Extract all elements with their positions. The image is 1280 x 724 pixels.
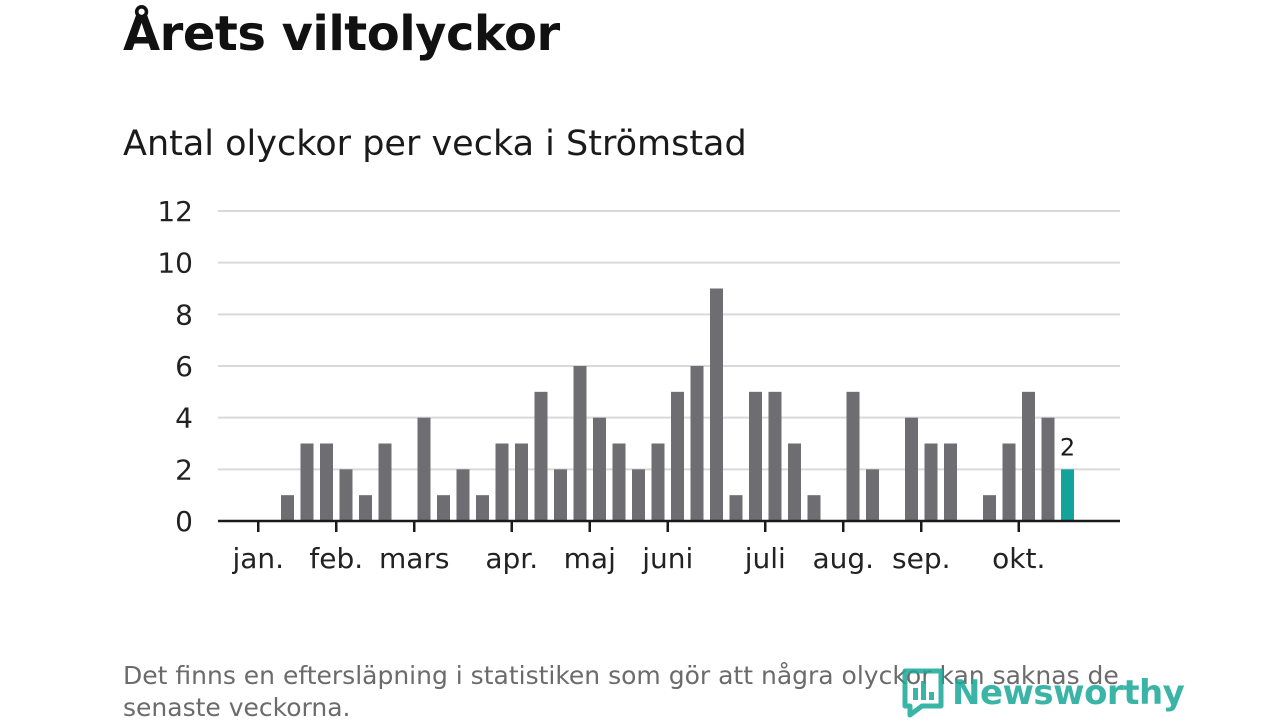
x-tick-label: okt. — [992, 542, 1045, 575]
bar-week-41 — [1022, 391, 1035, 521]
bar-week-12 — [456, 469, 470, 521]
newsworthy-logo-icon — [902, 668, 944, 718]
bar-week-37 — [944, 443, 957, 521]
bar-value-label: 2 — [1060, 433, 1075, 461]
bar-week-29 — [788, 443, 801, 521]
newsworthy-logo: Newsworthy — [902, 668, 1185, 718]
bar-week-14 — [495, 443, 509, 521]
gridlines — [218, 210, 1120, 471]
bar-week-3 — [281, 495, 294, 521]
x-tick-label: maj — [564, 542, 616, 575]
bar-week-17 — [554, 469, 567, 521]
bar-week-6 — [339, 469, 353, 521]
y-tick-label: 6 — [175, 350, 193, 383]
bar-week-28 — [768, 391, 782, 521]
chart-subtitle: Antal olyckor per vecka i Strömstad — [123, 124, 747, 164]
x-tick-label: juni — [641, 542, 693, 575]
logo-text: Newsworthy — [952, 673, 1185, 713]
bar-week-26 — [729, 495, 743, 521]
bar-week-23 — [671, 391, 684, 521]
bar-week-35 — [905, 417, 918, 521]
bar-latest-week — [1061, 469, 1074, 521]
bar-week-16 — [534, 391, 548, 521]
y-tick-label: 8 — [175, 298, 193, 331]
bar-week-40 — [1002, 443, 1016, 521]
bar-week-7 — [359, 495, 372, 521]
x-tick-label: sep. — [892, 542, 951, 575]
bar-week-25 — [710, 288, 723, 521]
bar-week-8 — [378, 443, 392, 521]
bar-week-5 — [320, 443, 333, 521]
bar-week-24 — [690, 366, 704, 521]
bar-week-11 — [437, 495, 450, 521]
bar-week-4 — [300, 443, 314, 521]
x-tick-label: aug. — [812, 542, 874, 575]
y-tick-label: 4 — [175, 402, 193, 435]
bar-week-21 — [632, 469, 645, 521]
x-tick-label: apr. — [485, 542, 538, 575]
y-tick-label: 0 — [175, 505, 193, 538]
bar-week-10 — [417, 417, 431, 521]
y-tick-label: 2 — [175, 453, 193, 486]
bars: 2 — [281, 288, 1075, 521]
x-axis: jan. feb. mars apr. maj juni juli aug. sep. okt. — [218, 519, 1120, 575]
bar-week-33 — [866, 469, 879, 521]
bar-week-39 — [983, 495, 996, 521]
bar-week-13 — [476, 495, 489, 521]
x-tick-label: jan. — [231, 542, 284, 575]
bar-week-36 — [924, 443, 938, 521]
bar-week-20 — [612, 443, 626, 521]
bar-week-15 — [515, 443, 528, 521]
y-axis-labels: 0 2 4 6 8 10 12 — [157, 195, 193, 538]
bar-week-42 — [1041, 417, 1055, 521]
bar-week-32 — [846, 391, 860, 521]
bar-week-27 — [749, 391, 762, 521]
bar-week-30 — [807, 495, 821, 521]
bar-week-22 — [651, 443, 665, 521]
x-tick-label: mars — [379, 542, 450, 575]
chart-title: Årets viltolyckor — [123, 6, 560, 62]
x-tick-label: feb. — [309, 542, 363, 575]
bar-week-18 — [573, 366, 587, 521]
x-tick-label: juli — [744, 542, 786, 575]
y-tick-label: 10 — [157, 247, 193, 280]
y-tick-label: 12 — [157, 195, 193, 228]
footnote: Det finns en eftersläpning i statistiken… — [123, 661, 1119, 722]
bar-week-19 — [593, 417, 606, 521]
